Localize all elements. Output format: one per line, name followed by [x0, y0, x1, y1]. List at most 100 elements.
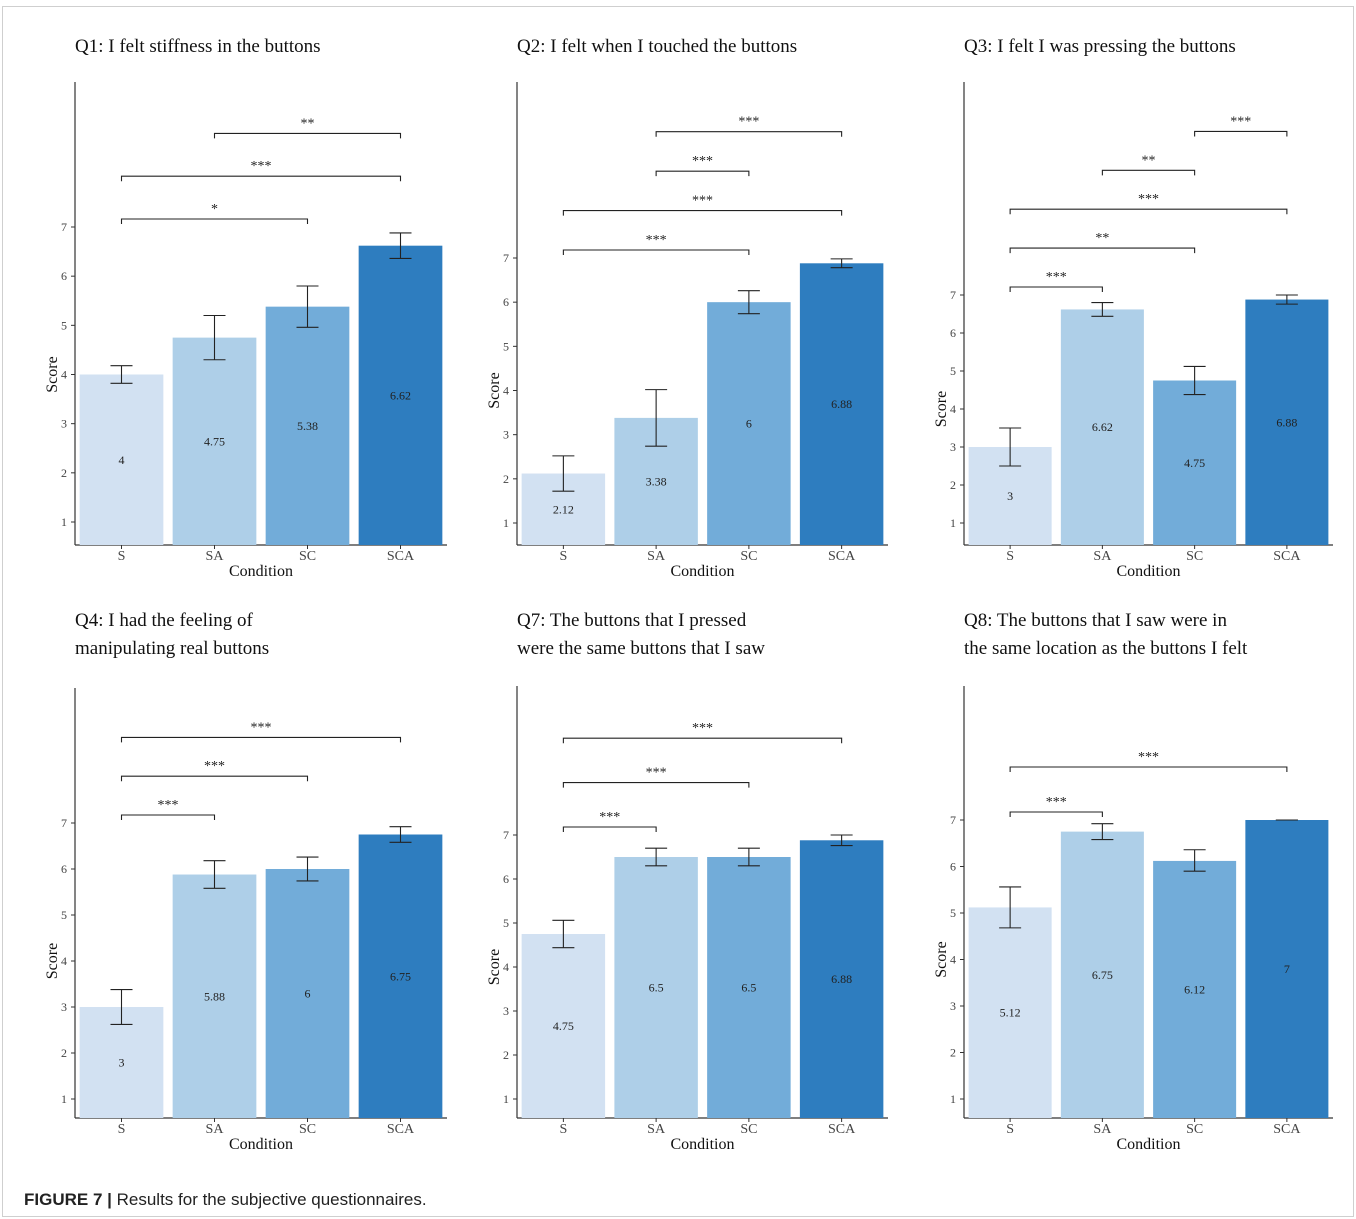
significance-bracket: [1194, 130, 1288, 137]
significance-label: ***: [204, 759, 225, 774]
x-tick-label: SA: [647, 549, 666, 564]
y-axis-label: Score: [933, 391, 950, 427]
y-tick-label: 7: [950, 813, 956, 827]
y-tick-label: 1: [503, 516, 509, 530]
chart-title: Q4: I had the feeling of: [75, 610, 253, 631]
y-axis-label: Score: [44, 356, 61, 392]
y-tick-label: 7: [950, 288, 956, 302]
chart-title: Q7: The buttons that I pressed: [517, 610, 747, 631]
chart-title: the same location as the buttons I felt: [964, 638, 1248, 659]
significance-bracket: [562, 737, 843, 744]
caption-label: FIGURE 7 |: [24, 1190, 112, 1209]
y-tick-label: 2: [950, 478, 956, 492]
y-axis-label: Score: [486, 949, 503, 985]
significance-label: ***: [599, 810, 620, 825]
significance-label: *: [211, 202, 218, 217]
data-label: 6.75: [390, 969, 411, 983]
bar-sa: [172, 874, 257, 1118]
significance-bracket: [1009, 208, 1288, 215]
bar-sc: [707, 302, 791, 545]
significance-label: ***: [738, 115, 759, 130]
chart-title: Q3: I felt I was pressing the buttons: [964, 36, 1236, 57]
x-tick-label: SC: [740, 549, 757, 564]
x-tick-label: S: [118, 549, 126, 564]
chart-panel-2: Q2: I felt when I touched the buttons 1 2 3…: [486, 36, 888, 580]
data-label: 6.62: [1092, 420, 1113, 434]
y-tick-label: 5: [950, 906, 956, 920]
x-tick-label: SA: [1093, 1122, 1112, 1137]
data-label: 5.88: [204, 989, 225, 1003]
x-tick-label: SCA: [828, 549, 856, 564]
y-tick-label: 2: [950, 1046, 956, 1060]
significance-bracket: [562, 210, 843, 216]
significance-label: ***: [646, 766, 667, 781]
y-axis-label: Score: [486, 372, 503, 408]
significance-bracket: [120, 175, 402, 182]
data-label: 6: [746, 417, 752, 431]
y-axis-label: Score: [933, 941, 950, 977]
y-tick-label: 3: [503, 1004, 509, 1018]
x-axis-label: Condition: [1116, 563, 1180, 580]
significance-bracket: [120, 218, 309, 224]
y-tick-label: 6: [503, 295, 509, 309]
figure-frame: [2, 6, 1354, 1217]
significance-bracket: [1009, 286, 1103, 292]
data-label: 4.75: [204, 434, 225, 448]
significance-label: ***: [692, 154, 713, 169]
y-tick-label: 5: [61, 908, 67, 922]
significance-label: **: [1142, 153, 1156, 168]
significance-bracket: [120, 775, 309, 782]
bar-sc: [1153, 860, 1237, 1118]
data-label: 7: [1284, 962, 1290, 976]
bar-sa: [172, 337, 257, 545]
y-tick-label: 3: [61, 1000, 67, 1014]
chart-panel-4: Q4: I had the feeling of manipulating rea…: [44, 610, 447, 1153]
data-label: 6.75: [1092, 968, 1113, 982]
significance-bracket: [562, 249, 750, 255]
y-tick-label: 6: [503, 872, 509, 886]
significance-label: ***: [646, 233, 667, 248]
y-tick-label: 1: [950, 1092, 956, 1106]
data-label: 6.88: [831, 972, 852, 986]
chart-title: Q8: The buttons that I saw were in: [964, 610, 1227, 631]
y-tick-label: 4: [61, 954, 67, 968]
y-tick-label: 7: [503, 828, 509, 842]
y-tick-label: 7: [61, 220, 67, 234]
y-tick-label: 4: [503, 960, 509, 974]
bar-sca: [1245, 820, 1329, 1118]
data-label: 4: [119, 453, 125, 467]
x-tick-label: SA: [206, 1122, 225, 1137]
bar-s: [79, 374, 164, 545]
data-label: 2.12: [553, 502, 574, 516]
significance-label: **: [1095, 231, 1109, 246]
x-tick-label: SC: [1186, 549, 1203, 564]
x-axis-label: Condition: [1116, 1136, 1180, 1153]
bar-sca: [358, 245, 443, 545]
data-label: 4.75: [553, 1019, 574, 1033]
bar-sca: [1245, 299, 1329, 545]
significance-label: ***: [158, 798, 179, 813]
bar-sca: [358, 834, 443, 1118]
data-label: 5.12: [1000, 1006, 1021, 1020]
x-axis-label: Condition: [229, 563, 293, 580]
significance-bracket: [1009, 247, 1196, 254]
data-label: 3.38: [646, 474, 667, 488]
y-axis-label: Score: [44, 943, 61, 979]
y-tick-label: 5: [950, 364, 956, 378]
y-tick-label: 4: [950, 402, 956, 416]
bar-sc: [265, 869, 350, 1118]
y-tick-label: 3: [503, 428, 509, 442]
y-tick-label: 3: [950, 999, 956, 1013]
chart-panel-5: Q7: The buttons that I pressed were the s…: [486, 610, 888, 1153]
y-tick-label: 2: [61, 466, 67, 480]
bar-sa: [614, 857, 698, 1118]
x-tick-label: SCA: [828, 1122, 856, 1137]
significance-bracket: [120, 814, 216, 820]
chart-title: Q1: I felt stiffness in the buttons: [75, 36, 321, 57]
bar-sc: [265, 306, 350, 545]
y-tick-label: 6: [61, 269, 67, 283]
x-tick-label: SCA: [1273, 549, 1301, 564]
significance-label: ***: [692, 721, 713, 736]
chart-panel-1: Q1: I felt stiffness in the buttons 1 2 3 4 5…: [44, 36, 447, 580]
chart-panel-3: Q3: I felt I was pressing the buttons 1 2 3…: [933, 36, 1333, 580]
